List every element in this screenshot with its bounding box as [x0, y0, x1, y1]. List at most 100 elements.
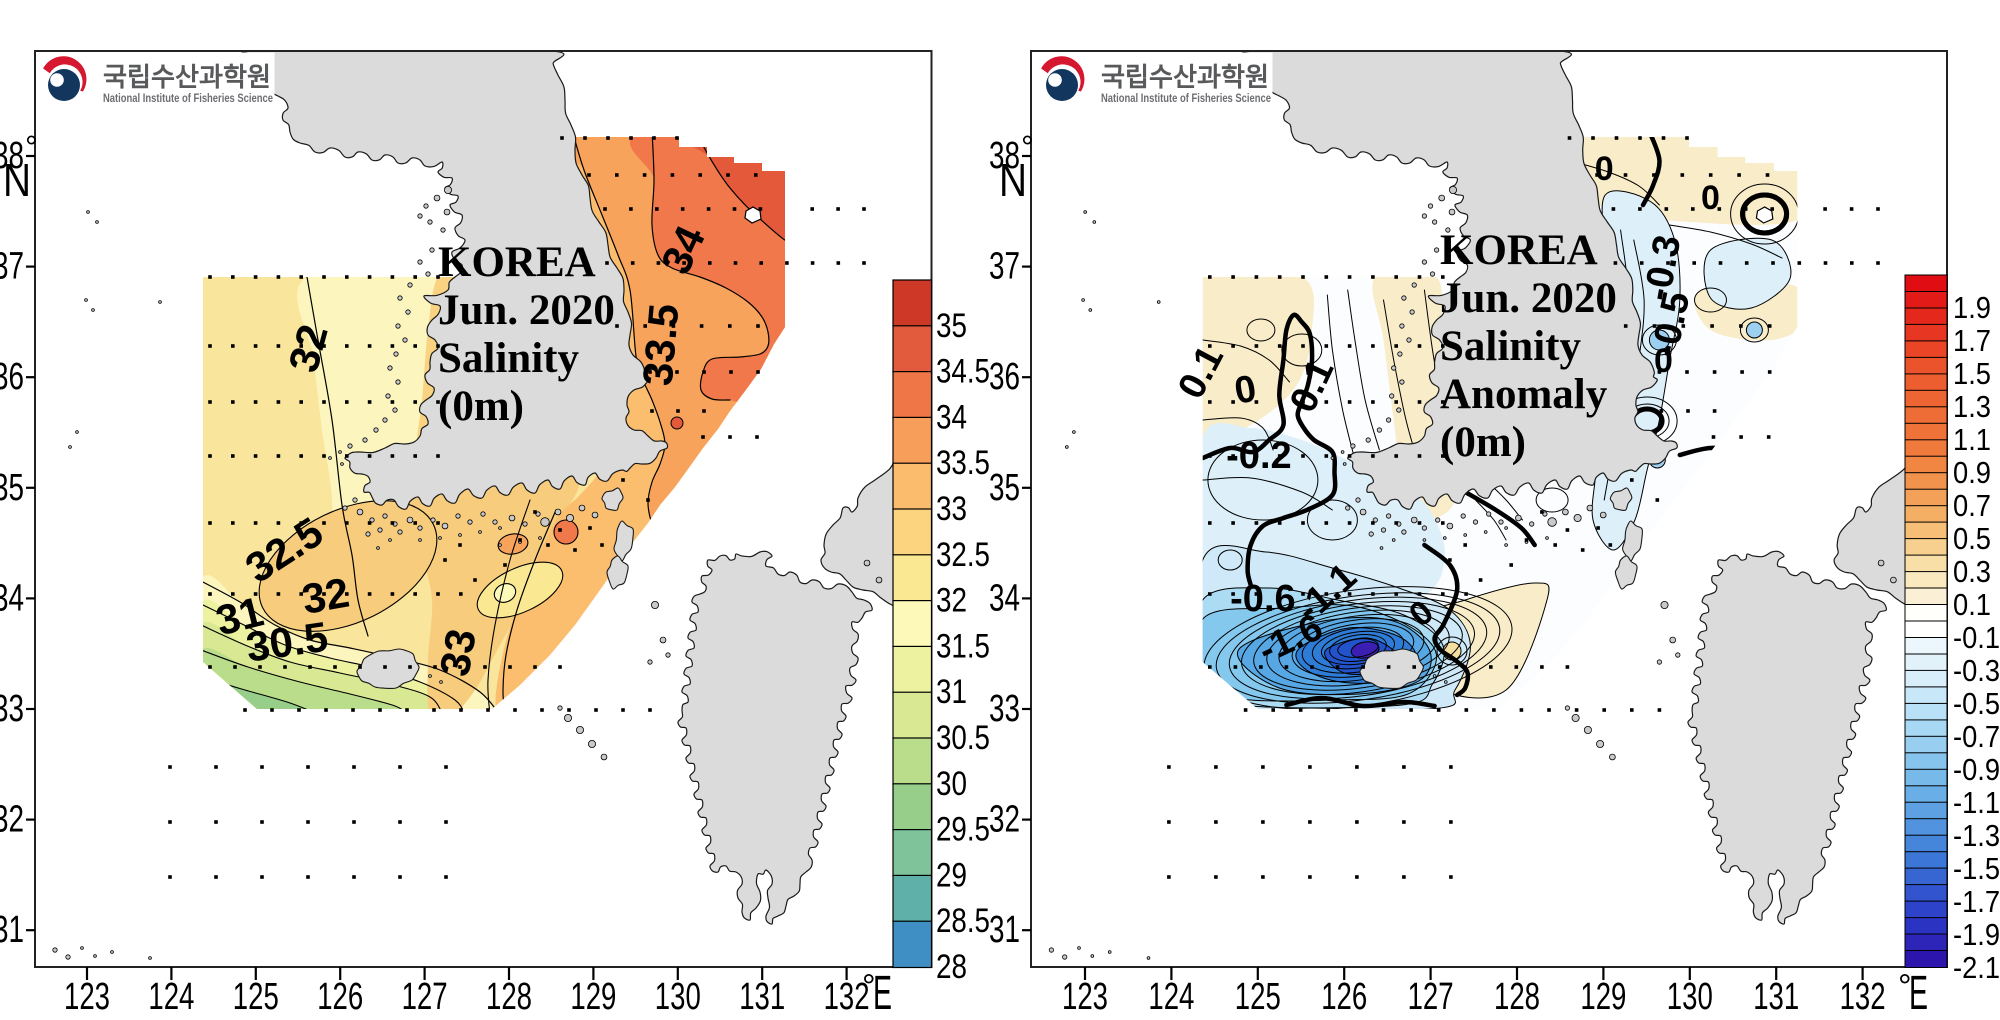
svg-text:-1.3: -1.3 [1953, 818, 2000, 853]
svg-text:36: 36 [0, 356, 24, 398]
svg-text:31: 31 [936, 673, 967, 711]
svg-text:127: 127 [402, 976, 448, 1018]
svg-text:127: 127 [1408, 976, 1454, 1018]
svg-text:30: 30 [936, 765, 967, 803]
svg-text:129: 129 [570, 976, 616, 1018]
svg-text:1.5: 1.5 [1953, 356, 1991, 391]
svg-text:34: 34 [989, 577, 1020, 619]
svg-text:30.5: 30.5 [243, 613, 330, 671]
svg-text:-0.7: -0.7 [1953, 719, 2000, 754]
svg-text:36: 36 [989, 356, 1020, 398]
svg-text:33: 33 [936, 490, 967, 528]
svg-text:Jun. 2020: Jun. 2020 [1440, 275, 1617, 322]
svg-text:34: 34 [0, 577, 24, 619]
svg-text:-1.5: -1.5 [1953, 851, 2000, 886]
svg-text:°: ° [1021, 129, 1034, 165]
svg-text:KOREA: KOREA [1440, 227, 1598, 274]
svg-text:N: N [3, 154, 31, 206]
svg-text:132: 132 [824, 976, 870, 1018]
svg-text:123: 123 [64, 976, 110, 1018]
svg-text:37: 37 [989, 246, 1020, 288]
svg-text:124: 124 [148, 976, 194, 1018]
svg-text:-0.2: -0.2 [1226, 435, 1291, 477]
svg-text:0: 0 [1595, 150, 1614, 188]
svg-text:0.1: 0.1 [1953, 587, 1991, 622]
svg-text:-0.9: -0.9 [1953, 752, 2000, 787]
svg-text:33: 33 [431, 625, 485, 679]
svg-text:37: 37 [0, 246, 24, 288]
svg-text:-1.7: -1.7 [1953, 884, 2000, 919]
svg-text:128: 128 [1494, 976, 1540, 1018]
svg-text:(0m): (0m) [1440, 419, 1526, 466]
svg-text:35: 35 [989, 467, 1020, 509]
svg-text:°: ° [1898, 968, 1912, 1006]
svg-text:34.5: 34.5 [936, 353, 990, 391]
svg-text:1.7: 1.7 [1953, 323, 1991, 358]
svg-text:33.5: 33.5 [634, 302, 688, 388]
svg-text:130: 130 [655, 976, 701, 1018]
svg-text:0.7: 0.7 [1953, 488, 1991, 523]
svg-text:0.9: 0.9 [1953, 455, 1991, 490]
svg-text:1.1: 1.1 [1953, 422, 1991, 457]
svg-text:29.5: 29.5 [936, 811, 990, 849]
svg-text:32: 32 [936, 582, 967, 620]
svg-text:1.3: 1.3 [1953, 389, 1991, 424]
svg-text:Anomaly: Anomaly [1440, 371, 1608, 418]
svg-text:-0.6: -0.6 [1230, 578, 1295, 620]
svg-text:31: 31 [0, 909, 24, 951]
svg-text:132: 132 [1840, 976, 1886, 1018]
svg-text:-0.1: -0.1 [1953, 620, 2000, 655]
svg-text:130: 130 [1667, 976, 1713, 1018]
svg-text:31: 31 [989, 909, 1020, 951]
svg-text:31.5: 31.5 [936, 627, 990, 665]
svg-text:32: 32 [989, 799, 1020, 841]
svg-text:126: 126 [1321, 976, 1367, 1018]
svg-text:129: 129 [1580, 976, 1626, 1018]
svg-text:28.5: 28.5 [936, 902, 990, 940]
svg-text:28: 28 [936, 948, 967, 986]
svg-text:-0.5: -0.5 [1953, 686, 2000, 721]
svg-text:125: 125 [1235, 976, 1281, 1018]
svg-text:국립수산과학원: 국립수산과학원 [1101, 62, 1269, 92]
svg-text:KOREA: KOREA [438, 239, 596, 286]
svg-text:-1.9: -1.9 [1953, 917, 2000, 952]
svg-text:32: 32 [0, 799, 24, 841]
svg-text:Salinity: Salinity [438, 335, 579, 382]
svg-text:-1.1: -1.1 [1953, 785, 2000, 820]
svg-text:35: 35 [936, 307, 967, 345]
svg-text:123: 123 [1062, 976, 1108, 1018]
svg-text:Salinity: Salinity [1440, 323, 1581, 370]
svg-text:33: 33 [0, 688, 24, 730]
svg-text:국립수산과학원: 국립수산과학원 [103, 62, 271, 92]
svg-text:-2.1: -2.1 [1953, 950, 2000, 985]
svg-text:38: 38 [0, 135, 24, 177]
svg-text:31: 31 [211, 587, 268, 644]
svg-text:0: 0 [1654, 342, 1673, 380]
svg-text:125: 125 [233, 976, 279, 1018]
svg-text:33: 33 [989, 688, 1020, 730]
svg-text:Jun. 2020: Jun. 2020 [438, 287, 615, 334]
svg-text:National Institute of Fisherie: National Institute of Fisheries Science [103, 93, 273, 105]
svg-text:126: 126 [317, 976, 363, 1018]
svg-text:0: 0 [1701, 179, 1720, 217]
svg-text:131: 131 [739, 976, 785, 1018]
svg-text:1.9: 1.9 [1953, 290, 1991, 325]
svg-text:N: N [999, 154, 1027, 206]
svg-text:131: 131 [1753, 976, 1799, 1018]
svg-text:34: 34 [936, 398, 967, 436]
svg-text:E: E [873, 967, 892, 1020]
svg-text:38: 38 [989, 135, 1020, 177]
svg-text:29: 29 [936, 856, 967, 894]
svg-text:°: ° [862, 968, 876, 1006]
svg-text:30.5: 30.5 [936, 719, 990, 757]
svg-text:(0m): (0m) [438, 383, 524, 430]
svg-text:32.5: 32.5 [936, 536, 990, 574]
svg-text:E: E [1909, 967, 1928, 1020]
svg-text:33.5: 33.5 [936, 444, 990, 482]
svg-text:124: 124 [1148, 976, 1194, 1018]
svg-text:128: 128 [486, 976, 532, 1018]
svg-text:0.3: 0.3 [1953, 554, 1991, 589]
svg-text:-0.3: -0.3 [1953, 653, 2000, 688]
svg-text:35: 35 [0, 467, 24, 509]
svg-text:°: ° [25, 129, 38, 165]
